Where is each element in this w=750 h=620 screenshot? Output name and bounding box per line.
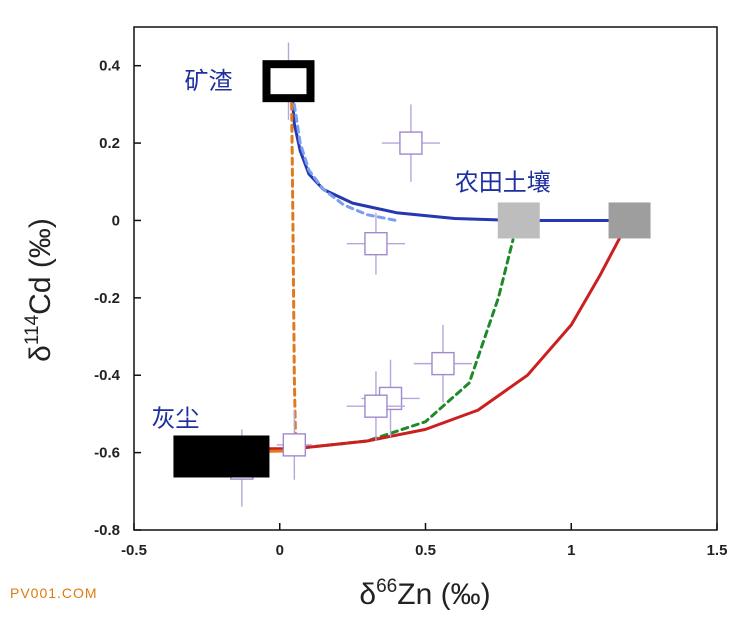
- sample-point: [413, 324, 473, 403]
- watermark: PV001.COM: [10, 585, 98, 601]
- sample-marker: [399, 131, 423, 155]
- sample-marker: [364, 231, 388, 256]
- x-axis-ticks: -0.5 0 0.5 1 1.5: [121, 523, 727, 559]
- y-tick-label: -0.6: [94, 445, 120, 462]
- y-axis-title: δ114Cd (‰): [22, 218, 57, 362]
- y-tick-label: -0.8: [94, 522, 120, 539]
- sample-point: [381, 104, 441, 182]
- y-tick-label: 0: [112, 212, 120, 229]
- x-tick-label: 1: [567, 542, 575, 559]
- x-axis-title: δ66Zn (‰): [359, 576, 490, 611]
- mixing-line: [292, 238, 515, 451]
- y-axis-ticks: 0.4 0.2 0 -0.2 -0.4 -0.6 -0.8: [94, 58, 141, 539]
- mixing-line: [219, 234, 623, 451]
- sample-marker: [282, 433, 307, 457]
- endmember-label: 农田土壤: [455, 168, 551, 196]
- endmember-markers: [173, 60, 651, 478]
- mixing-line: [292, 102, 398, 222]
- endmember-marker: [173, 435, 270, 478]
- mixing-line: [289, 79, 298, 455]
- sample-points: [215, 42, 473, 507]
- endmember-marker: [262, 60, 315, 103]
- endmember-marker: [608, 202, 651, 239]
- y-tick-label: -0.4: [94, 367, 121, 384]
- sample-point: [276, 410, 312, 480]
- endmember-label: 灰尘: [151, 404, 199, 432]
- sample-marker: [431, 351, 455, 376]
- y-tick-label: 0.4: [99, 58, 121, 75]
- y-tick-label: 0.2: [99, 135, 120, 152]
- x-tick-label: 1.5: [707, 542, 728, 559]
- mixing-line: [289, 83, 631, 222]
- endmember-marker: [497, 202, 540, 239]
- sample-point: [346, 212, 406, 275]
- x-tick-label: 0: [276, 542, 284, 559]
- x-tick-label: -0.5: [121, 542, 147, 559]
- y-tick-label: -0.2: [94, 290, 120, 307]
- endmember-label: 矿渣: [184, 67, 232, 95]
- sample-marker: [364, 394, 388, 418]
- sample-point: [346, 371, 406, 442]
- x-tick-label: 0.5: [415, 542, 436, 559]
